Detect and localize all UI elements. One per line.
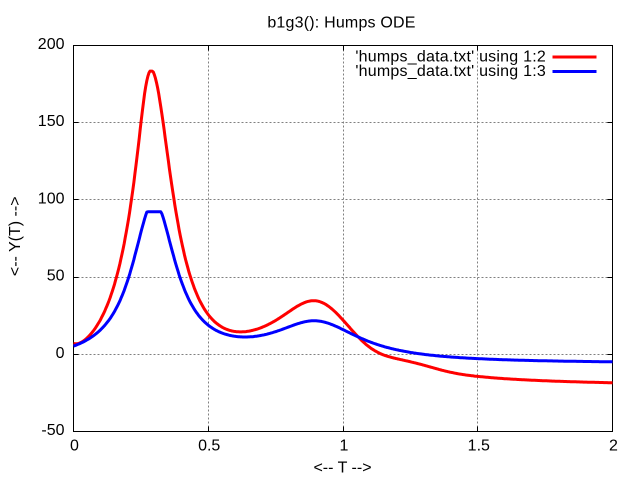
- svg-text:<-- T -->: <-- T -->: [313, 459, 371, 476]
- svg-text:150: 150: [38, 113, 65, 130]
- svg-text:-50: -50: [41, 422, 64, 439]
- svg-text:'humps_data.txt' using 1:3: 'humps_data.txt' using 1:3: [355, 63, 546, 80]
- svg-text:100: 100: [38, 190, 65, 207]
- svg-text:1: 1: [340, 437, 349, 454]
- svg-text:<-- Y(T) -->: <-- Y(T) -->: [7, 196, 24, 276]
- svg-text:2: 2: [609, 437, 618, 454]
- svg-text:1.5: 1.5: [468, 437, 490, 454]
- svg-text:50: 50: [47, 268, 65, 285]
- svg-text:b1g3(): Humps ODE: b1g3(): Humps ODE: [267, 15, 415, 32]
- svg-text:0: 0: [70, 437, 79, 454]
- svg-text:0.5: 0.5: [198, 437, 220, 454]
- svg-text:0: 0: [56, 345, 65, 362]
- svg-text:200: 200: [38, 36, 65, 53]
- svg-text:'humps_data.txt' using 1:2: 'humps_data.txt' using 1:2: [355, 49, 546, 66]
